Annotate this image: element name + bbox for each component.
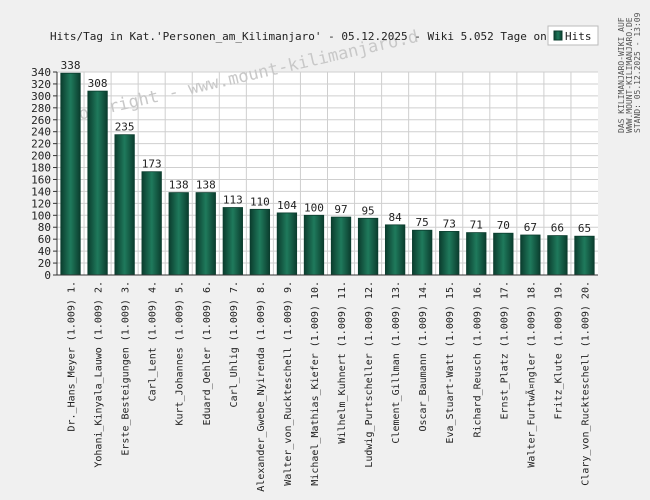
y-tick-label: 300 xyxy=(31,90,51,103)
bar-value-label: 75 xyxy=(416,216,429,229)
x-tick-label: Ernst_Platz (1.009) 17. xyxy=(499,281,510,419)
bar-value-label: 308 xyxy=(88,77,108,90)
bar-value-label: 235 xyxy=(115,121,135,134)
bar xyxy=(357,217,379,276)
bar-value-label: 71 xyxy=(470,219,483,232)
y-axis-ticks: 0204060801001201401601802002202402602803… xyxy=(31,66,57,282)
bar-value-label: 338 xyxy=(61,59,81,72)
x-tick-label: Carl_Lent (1.009) 4. xyxy=(148,281,159,401)
side-note-line-1: DAS KILIMANJARO-WIKI AUF xyxy=(617,17,626,133)
bar-value-label: 138 xyxy=(196,179,216,192)
bar xyxy=(249,208,271,276)
x-tick-label: Alexander_Gwebe_Nyirenda (1.009) 8. xyxy=(256,281,267,492)
y-tick-label: 220 xyxy=(31,138,51,151)
x-axis-tick-labels: Dr._Hans_Meyer (1.009) 1. Yohani_Kinyala_… xyxy=(67,281,592,492)
x-tick-label: Walter_von_Ruckteschell (1.009) 9. xyxy=(283,281,294,486)
y-tick-label: 120 xyxy=(31,197,51,210)
x-tick-label: Oscar_Baumann (1.009) 14. xyxy=(418,281,429,432)
y-tick-label: 0 xyxy=(44,269,51,282)
legend: Hits xyxy=(547,25,599,46)
bar-value-label: 95 xyxy=(361,204,374,217)
y-tick-label: 20 xyxy=(38,257,51,270)
side-note-line-2: WWW.MOUNT-KILIMANJARO.DE xyxy=(625,17,634,133)
bar-value-label: 67 xyxy=(524,221,537,234)
bar-value-label: 173 xyxy=(142,158,162,171)
x-tick-label: Wilhelm_Kuhnert (1.009) 11. xyxy=(337,281,348,444)
x-tick-label: Fritz_Klute (1.009) 19. xyxy=(553,281,564,419)
bar-value-label: 110 xyxy=(250,195,270,208)
bar xyxy=(168,192,189,276)
y-tick-label: 40 xyxy=(38,245,51,258)
y-tick-label: 180 xyxy=(31,162,51,175)
bar xyxy=(141,171,162,276)
y-tick-label: 340 xyxy=(31,66,51,79)
y-tick-label: 60 xyxy=(38,233,51,246)
y-tick-label: 100 xyxy=(31,209,51,222)
x-tick-label: Yohani_Kinyala_Lauwo (1.009) 2. xyxy=(94,281,105,468)
y-tick-label: 140 xyxy=(31,185,51,198)
y-tick-label: 240 xyxy=(31,126,51,139)
chart-title: Hits/Tag in Kat.'Personen_am_Kilimanjaro… xyxy=(50,30,573,43)
x-tick-label: Kurt_Johannes (1.009) 5. xyxy=(175,281,186,426)
bar xyxy=(412,229,433,276)
side-note: DAS KILIMANJARO-WIKI AUF WWW.MOUNT-KILIM… xyxy=(617,12,642,133)
bar xyxy=(466,232,487,276)
bar xyxy=(276,212,298,276)
bar-value-label: 138 xyxy=(169,179,189,192)
bar-value-label: 70 xyxy=(497,219,510,232)
y-tick-label: 160 xyxy=(31,173,51,186)
legend-swatch xyxy=(553,30,563,41)
x-tick-label: Dr._Hans_Meyer (1.009) 1. xyxy=(67,281,78,432)
bar xyxy=(574,235,595,276)
bar xyxy=(384,224,406,276)
y-tick-label: 200 xyxy=(31,150,51,163)
side-note-line-3: STAND: 05.12.2025 - 13:09 xyxy=(633,12,642,133)
bar-value-label: 65 xyxy=(578,222,591,235)
x-tick-label: Eva_Stuart-Watt (1.009) 15. xyxy=(445,281,456,444)
bar xyxy=(520,234,541,276)
legend-label: Hits xyxy=(565,30,592,43)
bar-value-label: 84 xyxy=(389,211,403,224)
y-tick-label: 260 xyxy=(31,114,51,127)
x-tick-label: Richard_Reusch (1.009) 16. xyxy=(472,281,483,438)
x-tick-label: Eduard_Oehler (1.009) 6. xyxy=(202,281,213,426)
bar xyxy=(87,90,108,276)
bar-value-label: 66 xyxy=(551,222,564,235)
bar xyxy=(493,232,514,276)
value-labels: 338 308 235 173 138 138 113 110 104 100 97 95 84 75 73… xyxy=(61,59,592,235)
y-tick-label: 280 xyxy=(31,102,51,115)
bar-value-label: 100 xyxy=(304,201,324,214)
x-tick-label: Clary_von_Ruckteschell (1.009) 20. xyxy=(580,281,591,486)
bar-value-label: 113 xyxy=(223,194,243,207)
bar xyxy=(114,134,135,276)
bar xyxy=(439,231,460,276)
bar xyxy=(547,235,568,276)
bar-value-label: 73 xyxy=(443,217,456,230)
bars xyxy=(60,72,595,276)
bar xyxy=(330,216,352,276)
bar xyxy=(303,214,325,276)
x-tick-label: Carl_Uhlig (1.009) 7. xyxy=(229,281,240,407)
x-tick-label: Michael_Mathias_Kiefer (1.009) 10. xyxy=(310,281,321,486)
y-tick-label: 80 xyxy=(38,221,51,234)
x-tick-label: Erste_Besteigungen (1.009) 3. xyxy=(121,281,132,456)
bar-value-label: 97 xyxy=(334,203,347,216)
x-tick-label: Clement_Gillman (1.009) 13. xyxy=(391,281,402,444)
y-tick-label: 320 xyxy=(31,78,51,91)
bar-value-label: 104 xyxy=(277,199,297,212)
x-tick-label: Ludwig_Purtscheller (1.009) 12. xyxy=(364,281,375,468)
x-tick-label: Walter_FurtwÃ¤ngler (1.009) 18. xyxy=(524,281,537,468)
bar xyxy=(195,192,216,276)
bar xyxy=(60,72,81,276)
bar xyxy=(222,207,243,276)
